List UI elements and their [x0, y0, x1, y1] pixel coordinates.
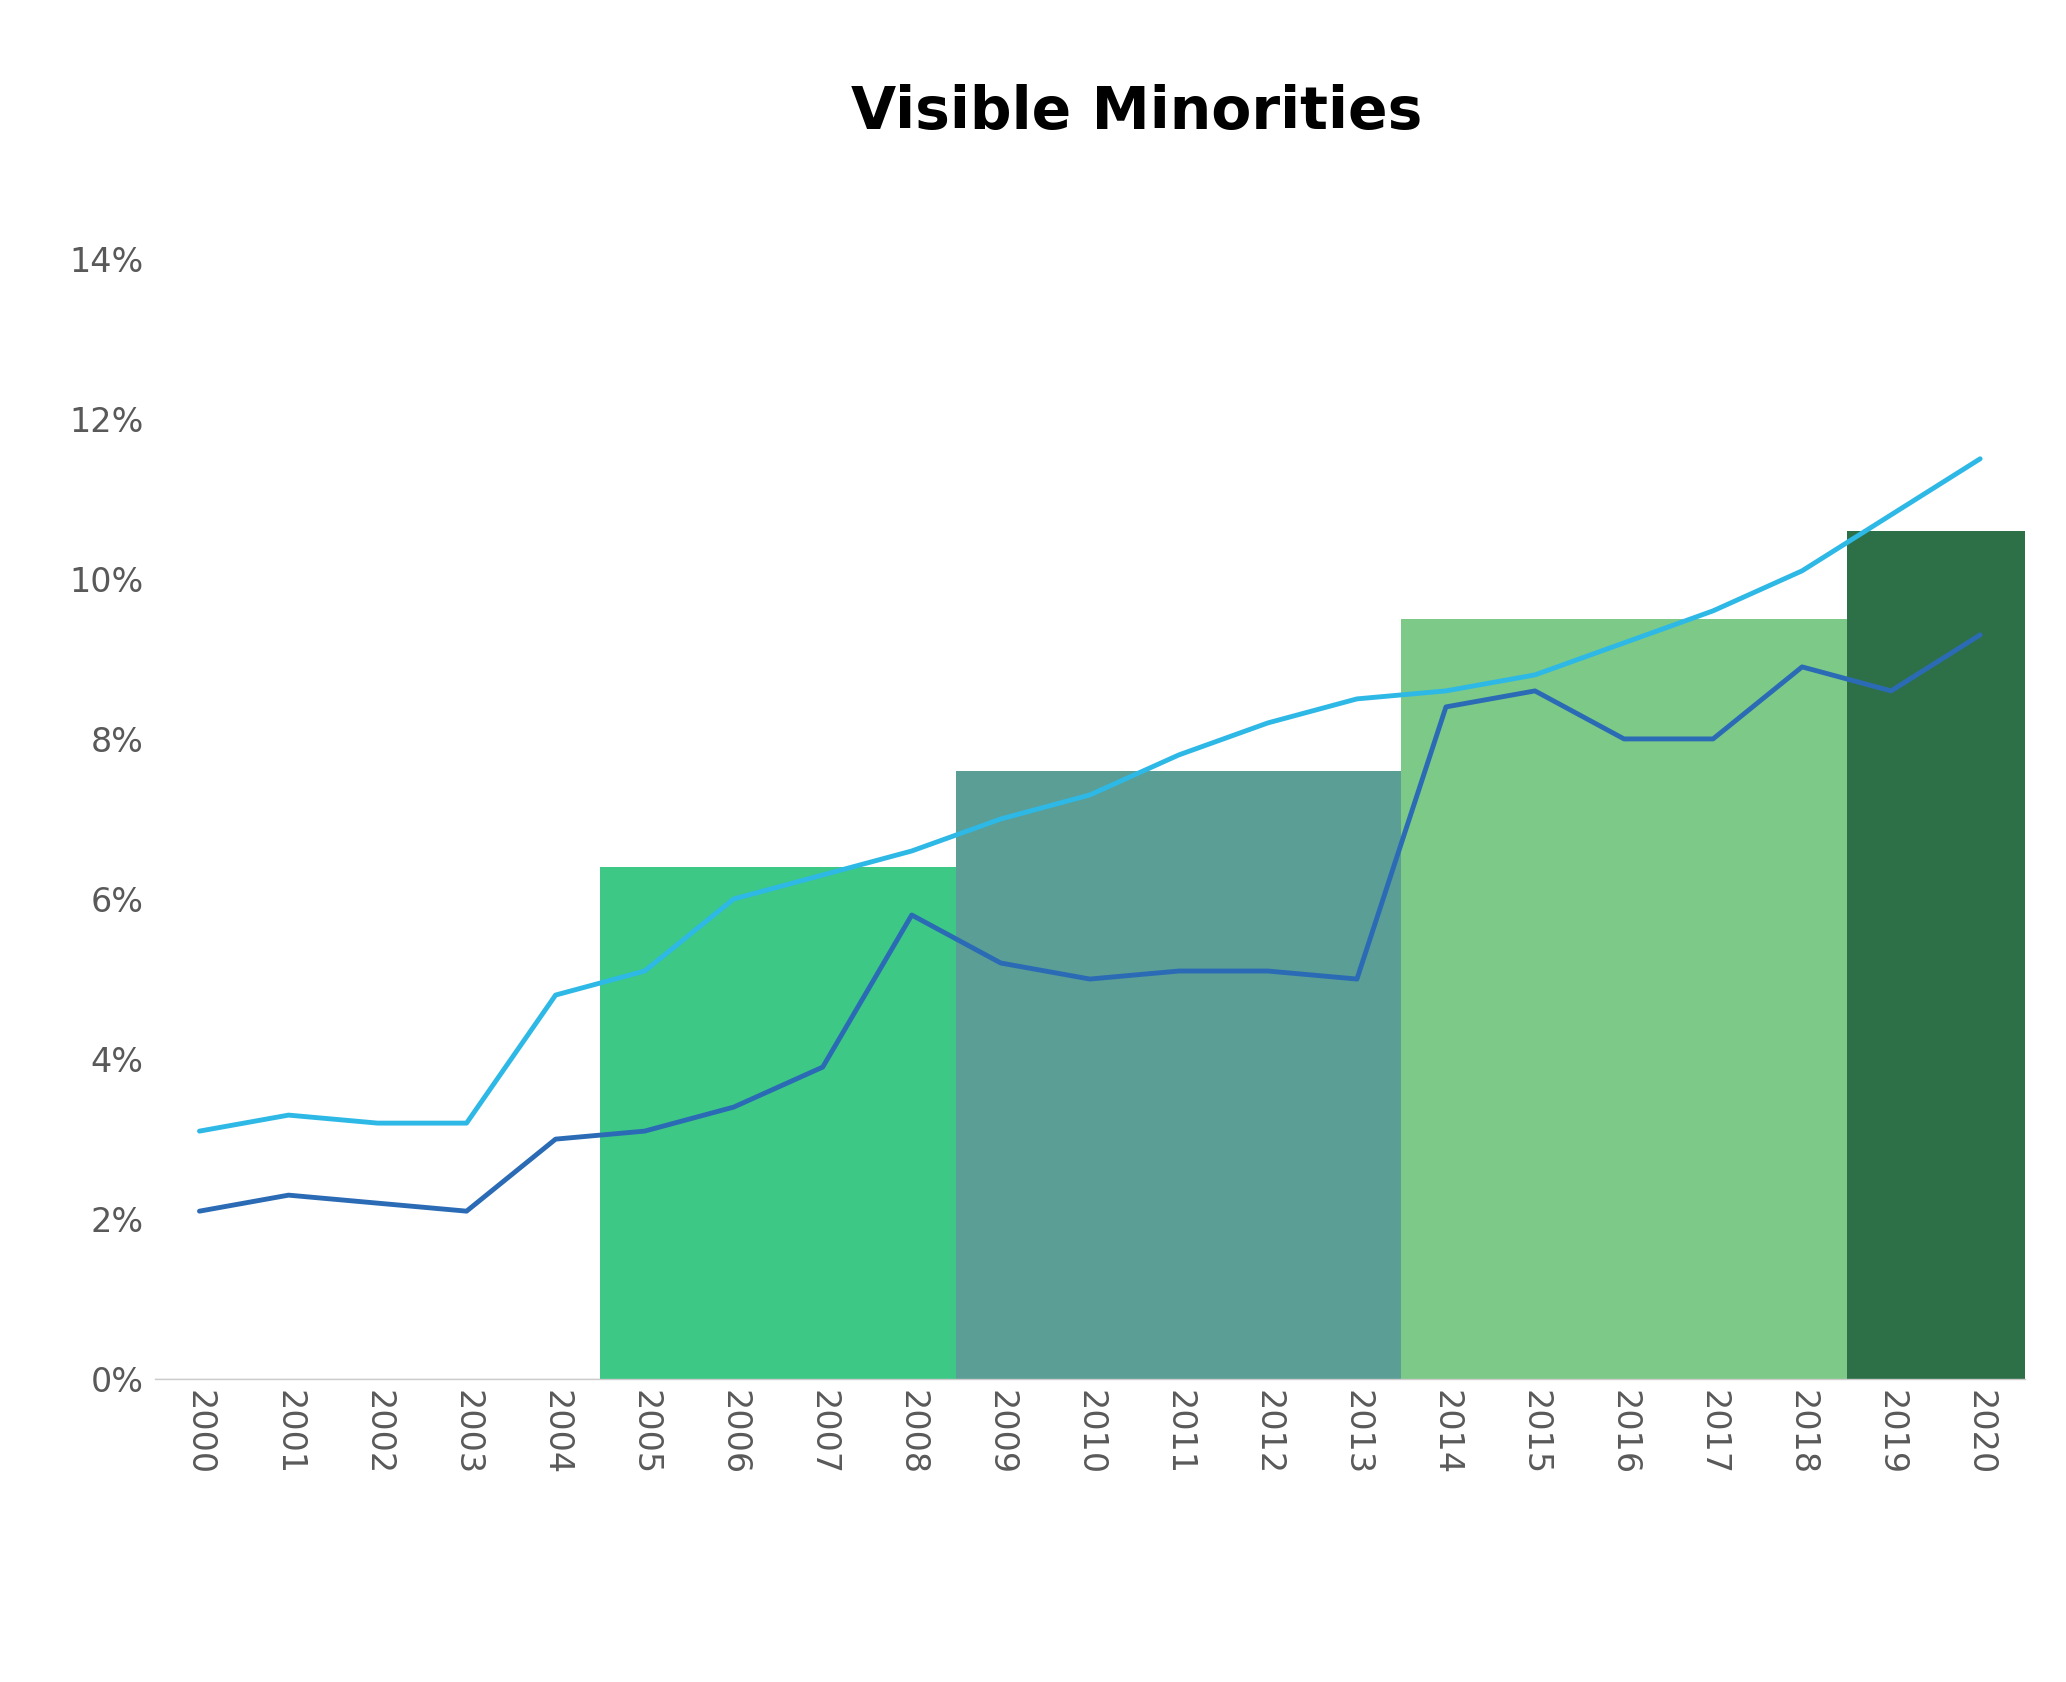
FancyBboxPatch shape [1847, 532, 2025, 1379]
FancyBboxPatch shape [1401, 619, 1847, 1379]
FancyBboxPatch shape [957, 770, 1401, 1379]
Text: Visible Minorities: Visible Minorities [851, 84, 1421, 141]
FancyBboxPatch shape [599, 866, 957, 1379]
